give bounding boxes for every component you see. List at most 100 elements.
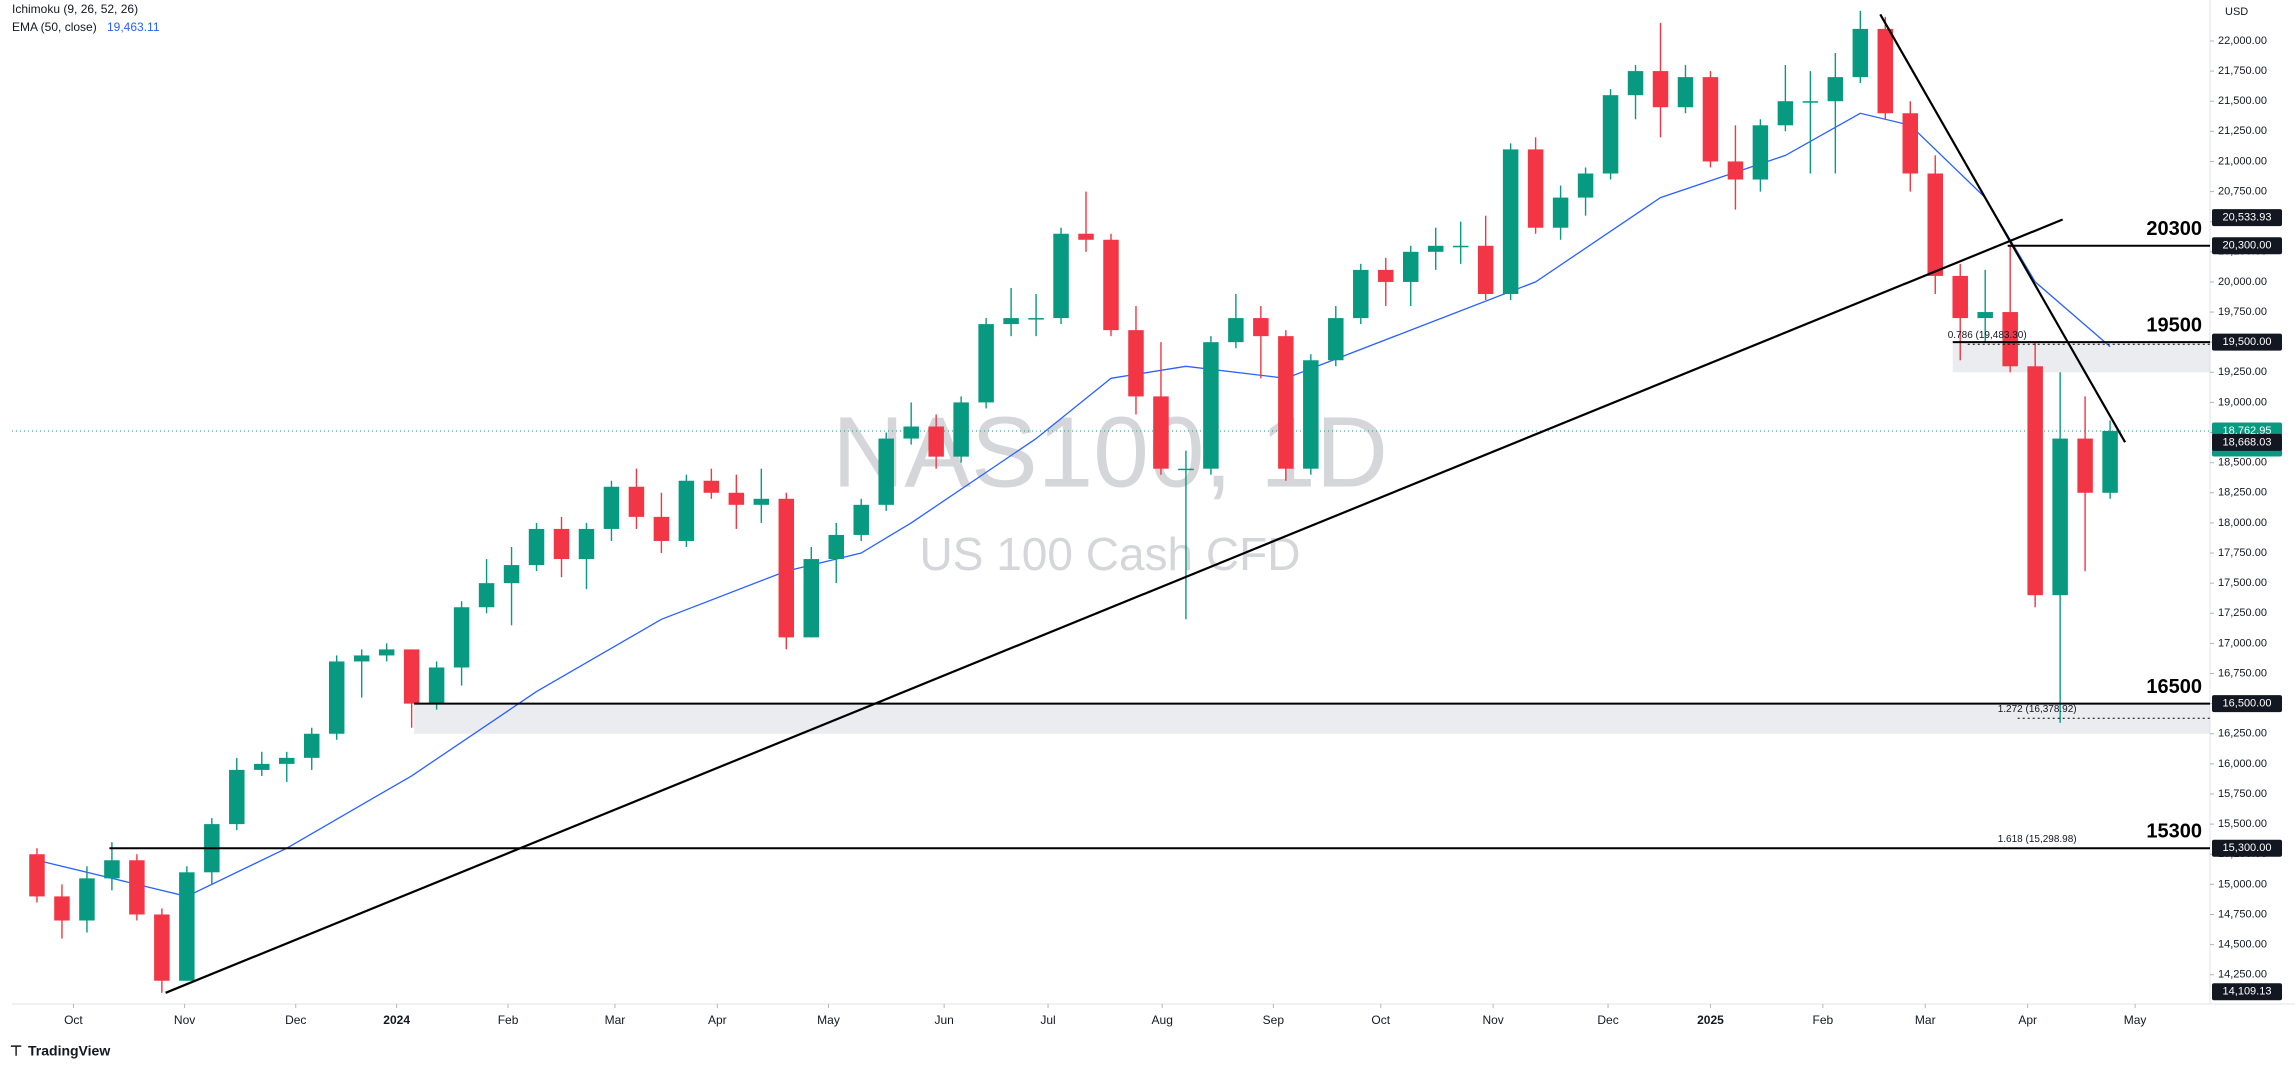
candle-body [1902,113,1919,174]
candle-body [1877,28,1894,114]
candle-body [29,854,45,897]
y-tick-label: 16,000.00 [2218,758,2267,770]
ema-value: 19,463.11 [107,20,160,34]
candle-body [803,559,820,638]
branding: TradingView [28,1043,110,1059]
candle-body [2027,366,2043,596]
x-tick-label: May [817,1013,840,1027]
x-tick-label: Jul [1040,1013,1055,1027]
candle-body [254,763,270,770]
candle-body [428,667,445,704]
candle-body [303,733,320,758]
x-tick-label: Jun [934,1013,953,1027]
candle-body [1627,71,1644,96]
candle-body [1378,269,1394,282]
price-tag-label: 16,500.00 [2223,698,2272,710]
candle-body [79,878,95,921]
x-tick-label: Nov [1482,1013,1503,1027]
price-tag [2212,237,2282,255]
x-tick-label: Sep [1263,1013,1285,1027]
candle-body [1727,161,1744,180]
y-tick-label: 21,750.00 [2218,65,2267,77]
candle-body [753,498,770,505]
price-tag-label: 14,109.13 [2223,986,2272,998]
candle-body [1702,77,1719,162]
candle-body [1527,149,1544,228]
candle-body [1752,125,1769,180]
candle-body [2077,438,2093,493]
candle-body [1053,233,1069,319]
candle-body [1128,330,1144,397]
y-tick-label: 18,250.00 [2218,487,2267,499]
candle-body [953,402,969,457]
level-label: 15300 [2146,820,2202,842]
x-tick-label: 2024 [383,1013,410,1027]
y-tick-label: 15,500.00 [2218,818,2267,830]
candle-body [1402,251,1419,282]
candle-body [353,655,370,662]
candle-body [1977,312,1993,319]
candle-body [978,324,994,403]
candle-body [903,426,919,439]
candle-body [578,528,595,560]
trendline [165,218,2064,994]
currency: USD [2225,6,2248,18]
ema-line [36,112,2111,898]
candle-body [2002,312,2018,367]
candle-body [628,486,645,517]
trendline [1879,13,2127,443]
y-tick-label: 19,250.00 [2218,366,2267,378]
y-tick-label: 15,750.00 [2218,788,2267,800]
candle-body [154,914,170,981]
y-tick-label: 22,000.00 [2218,35,2267,47]
candle-body [1677,77,1694,108]
candle-body [1652,71,1669,108]
x-tick-label: May [2124,1013,2147,1027]
candle-body [1927,173,1943,276]
candle-body [1328,318,1344,361]
candle-body [378,649,395,656]
y-tick-label: 19,000.00 [2218,396,2267,408]
candle-body [1228,318,1244,343]
x-tick-label: Feb [1813,1013,1834,1027]
y-tick-label: 16,750.00 [2218,667,2267,679]
price-tag [2212,983,2282,1001]
zone [414,703,2211,734]
fib-label: 1.272 (16,378.92) [1998,704,2077,715]
candle-body [1502,149,1519,294]
candle-body [1028,318,1044,320]
candle-body [878,438,894,505]
price-tag [2212,433,2282,451]
indicator-label: Ichimoku (9, 26, 52, 26) [12,2,138,16]
candle-body [1078,233,1094,240]
candle-body [1278,336,1294,469]
y-tick-label: 14,500.00 [2218,939,2267,951]
y-tick-label: 14,750.00 [2218,908,2267,920]
candle-body [328,661,345,734]
y-tick-label: 21,250.00 [2218,125,2267,137]
candle-body [553,528,570,560]
candle-body [453,607,470,668]
candle-body [1827,77,1844,102]
y-tick-label: 17,250.00 [2218,607,2267,619]
y-tick-label: 18,500.00 [2218,457,2267,469]
candle-body [678,480,695,541]
candle-body [703,480,720,493]
y-tick-label: 18,000.00 [2218,517,2267,529]
candle-body [104,860,120,879]
y-tick-label: 14,250.00 [2218,969,2267,981]
x-tick-label: Dec [1597,1013,1618,1027]
candle-body [129,860,145,915]
fib-label: 1.618 (15,298.98) [1998,834,2077,845]
candle-body [503,565,520,584]
candle-body [778,498,795,638]
x-tick-label: 2025 [1697,1013,1724,1027]
candle-body [279,757,295,764]
candle-body [403,649,420,704]
price-tag-label: 15,300.00 [2223,842,2272,854]
candle-body [928,426,944,457]
candle-body [1852,28,1869,78]
candle-body [229,769,245,825]
